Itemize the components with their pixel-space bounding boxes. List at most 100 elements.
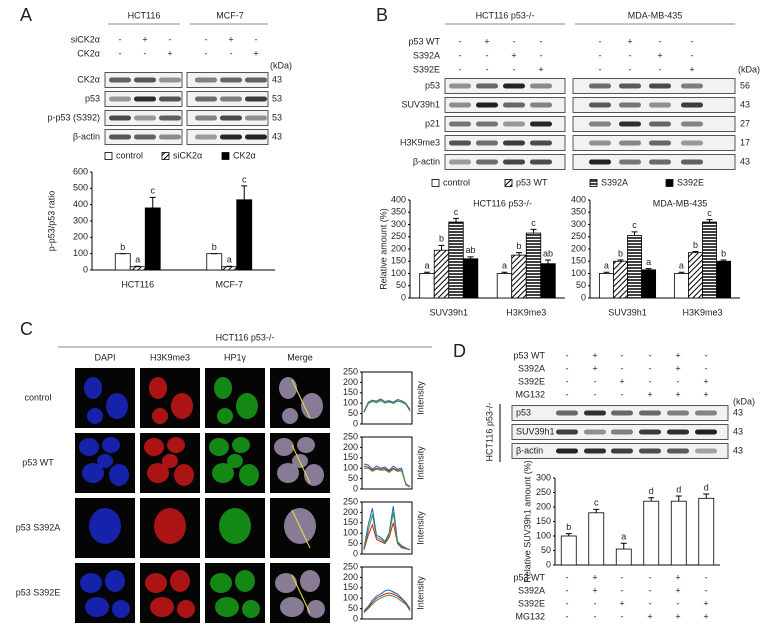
kda-label: 43 xyxy=(733,407,743,417)
blot-band xyxy=(611,410,633,416)
bar xyxy=(627,235,642,299)
treatment-sign: - xyxy=(255,34,258,44)
blot-band xyxy=(449,83,471,89)
side-label: HCT116 p53-/- xyxy=(484,403,494,462)
y-tick-label: 200 xyxy=(571,243,586,253)
y-tick-label: 250 xyxy=(343,366,358,376)
treatment-sign: - xyxy=(566,572,569,582)
bar xyxy=(129,266,146,271)
kda-label: 43 xyxy=(272,131,282,141)
blot-band xyxy=(695,448,717,454)
significance-letter: b xyxy=(439,234,444,244)
blot-band xyxy=(245,115,267,121)
nucleus xyxy=(145,573,167,593)
bar xyxy=(643,500,660,566)
blot-band xyxy=(530,140,552,146)
treatment-sign: - xyxy=(621,585,624,595)
legend-swatch xyxy=(221,152,230,160)
treatment-sign: + xyxy=(538,64,543,74)
nucleus xyxy=(219,508,251,544)
significance-letter: ab xyxy=(466,245,476,255)
treatment-sign: + xyxy=(592,585,597,595)
blot-band xyxy=(695,429,717,435)
treatment-label: S392A xyxy=(518,585,545,595)
error-bar xyxy=(565,533,572,536)
y-axis-label: Intensity xyxy=(415,576,425,610)
nucleus xyxy=(301,393,323,419)
chart-title: HCT116 p53-/- xyxy=(473,198,532,208)
error-bar xyxy=(678,271,685,274)
blot-band xyxy=(195,115,217,121)
blot-band xyxy=(109,115,131,121)
blot-band xyxy=(245,96,267,102)
nucleus xyxy=(97,454,113,468)
blot-band xyxy=(619,102,641,108)
error-bar xyxy=(645,268,652,270)
error-bar xyxy=(149,196,156,208)
treatment-sign: - xyxy=(540,50,543,60)
legend-label: control xyxy=(116,150,143,160)
blot-frame xyxy=(444,116,566,132)
bar xyxy=(144,207,161,271)
blot-frame xyxy=(104,110,183,126)
plot-frame xyxy=(361,371,413,425)
treatment-sign: - xyxy=(677,598,680,608)
error-bar xyxy=(675,495,682,502)
blot-label: β-actin xyxy=(73,131,100,141)
significance-letter: a xyxy=(227,255,232,265)
intensity-line xyxy=(363,399,411,413)
treatment-sign: - xyxy=(169,34,172,44)
micrograph xyxy=(75,368,135,428)
error-bar xyxy=(453,217,460,223)
y-tick-label: 100 xyxy=(343,398,358,408)
legend-label: p53 WT xyxy=(516,177,548,187)
treatment-sign: - xyxy=(629,50,632,60)
treatment-sign: - xyxy=(513,36,516,46)
y-tick-label: 250 xyxy=(343,496,358,506)
blot-band xyxy=(639,429,661,435)
treatment-label: p53 WT xyxy=(513,572,545,582)
treatment-sign: - xyxy=(459,36,462,46)
x-tick-label: SUV39h1 xyxy=(429,307,468,317)
row-label: control xyxy=(24,392,51,402)
y-tick-label: 200 xyxy=(536,501,551,511)
treatment-sign: - xyxy=(205,34,208,44)
significance-letter: b xyxy=(120,242,125,252)
blot-band xyxy=(195,77,217,83)
legend-swatch xyxy=(665,179,674,187)
blot-band xyxy=(159,134,181,140)
error-bar xyxy=(423,271,430,274)
treatment-sign: - xyxy=(659,36,662,46)
blot-band xyxy=(556,448,578,454)
blot-label: H3K9me3 xyxy=(400,137,440,147)
nucleus xyxy=(89,508,121,544)
blot-band xyxy=(476,121,498,127)
y-tick-label: 250 xyxy=(343,431,358,441)
y-tick-label: 0 xyxy=(353,418,358,428)
treatment-sign: - xyxy=(459,64,462,74)
treatment-sign: - xyxy=(649,350,652,360)
nucleus xyxy=(279,377,297,399)
kda-label: 27 xyxy=(740,118,750,128)
significance-letter: c xyxy=(531,218,536,228)
error-bar xyxy=(603,271,610,274)
kda-label: 43 xyxy=(272,74,282,84)
chart-title: MDA-MB-435 xyxy=(653,198,708,208)
treatment-sign: + xyxy=(657,50,662,60)
significance-letter: c xyxy=(594,498,599,508)
treatment-sign: - xyxy=(705,350,708,360)
nucleus xyxy=(227,454,243,468)
nucleus xyxy=(214,377,232,399)
treatment-label: p53 WT xyxy=(408,36,440,46)
blot-band xyxy=(476,159,498,165)
y-tick-label: 350 xyxy=(391,207,406,217)
intensity-line xyxy=(363,512,411,551)
treatment-sign: - xyxy=(599,64,602,74)
blot-band xyxy=(449,102,471,108)
blot-label: CK2α xyxy=(77,74,100,84)
y-tick-label: 100 xyxy=(343,528,358,538)
y-tick-label: 300 xyxy=(536,472,551,482)
micrograph xyxy=(205,368,265,428)
treatment-sign: - xyxy=(677,376,680,386)
treatment-sign: - xyxy=(691,50,694,60)
